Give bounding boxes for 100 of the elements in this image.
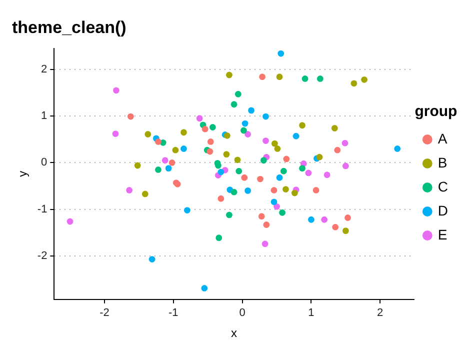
point [299,165,306,172]
point [209,124,216,130]
x-tick-label: 1 [308,307,314,320]
point [126,187,132,194]
legend-label: B [438,154,448,170]
point [218,195,224,202]
point [148,256,156,262]
point [262,138,269,144]
point [299,122,306,129]
point [216,234,222,242]
point [260,157,267,164]
point [280,168,287,174]
point [234,156,241,164]
y-tick-label: 1 [41,110,48,122]
point [206,148,214,155]
point [214,162,222,169]
point [112,130,119,137]
point [155,138,162,145]
point [257,176,264,182]
point [394,146,401,152]
point [223,151,230,158]
point [342,162,349,170]
point [361,76,368,83]
point [276,74,283,80]
point [162,157,168,164]
legend-title: group [414,103,458,120]
point [180,129,187,136]
legend-label: E [438,226,448,242]
point [113,87,120,94]
point [248,107,254,114]
point [207,138,214,145]
point [278,50,284,57]
point [342,228,349,234]
chart-title: theme_clean() [12,18,126,37]
point [279,209,286,216]
y-axis-title: y [16,170,30,177]
point [316,76,324,82]
point [184,207,190,214]
point [226,72,232,78]
point [334,146,341,154]
point [263,222,270,228]
point [342,140,348,146]
point [276,174,283,181]
point [234,90,242,98]
point [321,216,328,223]
x-tick-label: -1 [168,307,178,320]
point [240,127,247,134]
point [283,156,290,162]
point [244,187,252,194]
point [66,218,74,225]
point [144,131,152,138]
point [168,160,176,166]
point [271,140,278,147]
point [302,76,308,82]
point [308,216,314,223]
point [350,80,358,87]
y-tick-label: -2 [37,250,48,262]
point [258,213,265,220]
point [180,146,187,152]
point [127,113,134,120]
point [236,168,242,174]
point [218,168,224,176]
point [201,285,208,292]
legend-label: D [438,202,448,218]
point [316,154,323,160]
legend-label: A [438,130,448,146]
legend-label: C [438,178,448,194]
x-tick-label: -2 [100,307,110,320]
point [241,174,248,181]
point [270,187,278,194]
point [262,113,269,120]
x-tick-label: 0 [239,307,246,320]
y-tick-label: -1 [37,203,48,216]
x-axis-title: x [231,326,238,340]
point [324,172,330,178]
y-tick-label: 2 [41,63,48,76]
point [262,240,268,248]
point [270,198,278,206]
point [134,162,141,169]
point [226,212,232,218]
point [312,187,320,194]
point [274,203,280,210]
point [196,115,203,122]
point [274,146,281,152]
point [292,132,300,140]
point [291,190,298,196]
point [142,190,148,198]
point [305,170,312,176]
point [331,124,338,132]
point [155,166,162,173]
point [244,131,252,138]
point [172,146,179,154]
y-tick-label: 0 [41,156,48,169]
point [344,214,351,221]
point [230,101,238,108]
point [259,74,266,80]
point [282,186,289,192]
point [332,224,339,230]
point [202,126,208,132]
x-tick-label: 2 [377,307,384,320]
